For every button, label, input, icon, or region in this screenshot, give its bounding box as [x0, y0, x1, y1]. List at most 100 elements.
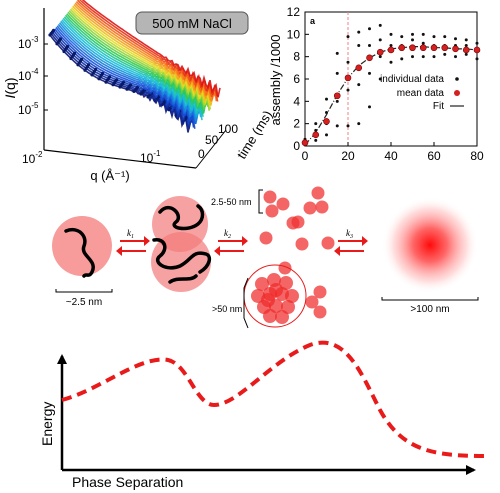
droplet-state: >100 nm	[381, 197, 479, 315]
mean-point	[441, 44, 449, 52]
energy-x-label: Phase Separation	[72, 474, 183, 490]
individual-point	[389, 44, 393, 47]
droplet-scale-bracket	[381, 297, 479, 301]
saxs-curve	[66, 13, 208, 111]
individual-point	[443, 52, 447, 56]
saxs-y-tick-label: 10-5	[18, 101, 39, 117]
individual-point	[378, 55, 382, 59]
cluster-particle	[265, 204, 279, 218]
legend-fit: Fit	[433, 101, 444, 112]
individual-point	[389, 60, 393, 64]
cluster-particle	[285, 289, 299, 303]
saxs-curve	[60, 20, 202, 118]
cluster-particle	[286, 216, 300, 230]
liquid-droplet	[382, 197, 478, 293]
salt-badge-label: 500 mM NaCl	[152, 16, 232, 31]
mean-point	[301, 139, 309, 146]
mean-point	[333, 92, 341, 100]
legend-individual-marker	[455, 77, 459, 81]
individual-point	[357, 83, 361, 87]
cluster-particle	[321, 236, 335, 250]
kinetics-y-tick-label: 6	[293, 72, 300, 86]
kinetics-y-tick-label: 8	[293, 50, 300, 64]
saxs-curve	[81, 0, 221, 98]
cluster-particle	[278, 261, 292, 275]
mean-point	[473, 46, 481, 54]
mean-point	[462, 46, 470, 54]
kinetics-panel: a 0 2 4 6 8 10 12 0 20 40 60 80 assembly /1000 indi…	[268, 5, 484, 163]
individual-point	[400, 35, 404, 39]
monomer-size-label: ~2.5 nm	[66, 297, 102, 308]
individual-point	[325, 133, 328, 137]
individual-point	[368, 27, 371, 31]
monomer-sphere	[52, 216, 112, 276]
kinetics-ticks: 0 2 4 6 8 10 12 0 20 40 60 80	[287, 5, 484, 163]
kinetics-x-tick-label: 40	[384, 149, 398, 163]
saxs-marker	[94, 67, 98, 71]
individual-point	[475, 57, 479, 61]
kinetics-panel-letter: a	[310, 16, 316, 26]
legend-mean-marker	[454, 90, 460, 96]
saxs-marker	[108, 75, 112, 79]
individual-point	[421, 32, 425, 36]
saxs-y-label: I(q)	[2, 77, 18, 98]
individual-point	[464, 52, 468, 56]
individual-point	[335, 124, 339, 128]
individual-point	[357, 122, 361, 126]
mean-point	[312, 131, 320, 139]
mean-point	[344, 74, 352, 82]
mean-point	[323, 118, 330, 125]
individual-point	[346, 60, 350, 64]
legend-individual: individual data	[380, 74, 444, 85]
saxs-time-tick-50: 50	[205, 133, 219, 147]
individual-point	[475, 41, 479, 45]
rate-arrow-k3: k3	[334, 228, 368, 256]
cluster-particle	[263, 309, 277, 323]
individual-point	[346, 35, 350, 39]
cluster-particle	[313, 305, 327, 319]
kinetics-legend: individual data mean data Fit	[380, 74, 464, 112]
cluster-particle	[259, 231, 273, 245]
rate-arrow-k1: k1	[116, 228, 150, 256]
kinetics-y-tick-label: 4	[293, 94, 300, 108]
cluster-particle	[303, 201, 317, 215]
saxs-marker	[59, 37, 63, 41]
rate-arrow-k2: k2	[214, 228, 248, 256]
saxs-curve	[75, 1, 218, 102]
mean-point	[452, 45, 459, 53]
legend-mean: mean data	[397, 88, 445, 99]
individual-point	[411, 55, 414, 59]
kinetics-y-tick-label: 10	[287, 27, 301, 41]
cluster-particle	[315, 200, 329, 214]
kinetics-y-label: assembly /1000	[268, 34, 283, 125]
cluster-particle	[269, 283, 283, 297]
saxs-curve	[58, 22, 200, 122]
kinetics-x-tick-label: 80	[470, 149, 484, 163]
saxs-marker	[66, 44, 70, 49]
mean-point	[430, 44, 438, 52]
mean-point	[376, 48, 384, 56]
kinetics-individual-points	[303, 23, 479, 147]
large-cluster-size-label: >50 nm	[212, 304, 242, 314]
individual-point	[411, 32, 414, 36]
saxs-time-tick-0: 0	[198, 147, 205, 161]
cluster-size-bracket	[258, 189, 263, 214]
individual-point	[400, 57, 404, 61]
individual-point	[411, 38, 414, 42]
kinetics-x-tick-label: 60	[427, 149, 441, 163]
saxs-marker	[101, 71, 105, 75]
individual-point	[357, 30, 361, 34]
salt-badge	[135, 11, 249, 35]
mean-point	[387, 46, 395, 54]
cluster-particle	[261, 293, 275, 307]
rate-label-k2: k2	[224, 228, 231, 240]
saxs-marker	[80, 57, 84, 61]
dimer-state	[151, 196, 212, 292]
rate-label-k1: k1	[127, 228, 134, 240]
saxs-x-tick-label: 10-2	[22, 150, 43, 166]
individual-point	[335, 71, 339, 75]
cluster-particle	[305, 295, 319, 309]
individual-point	[454, 37, 457, 41]
saxs-curve	[61, 19, 203, 121]
saxs-marker	[73, 51, 77, 55]
